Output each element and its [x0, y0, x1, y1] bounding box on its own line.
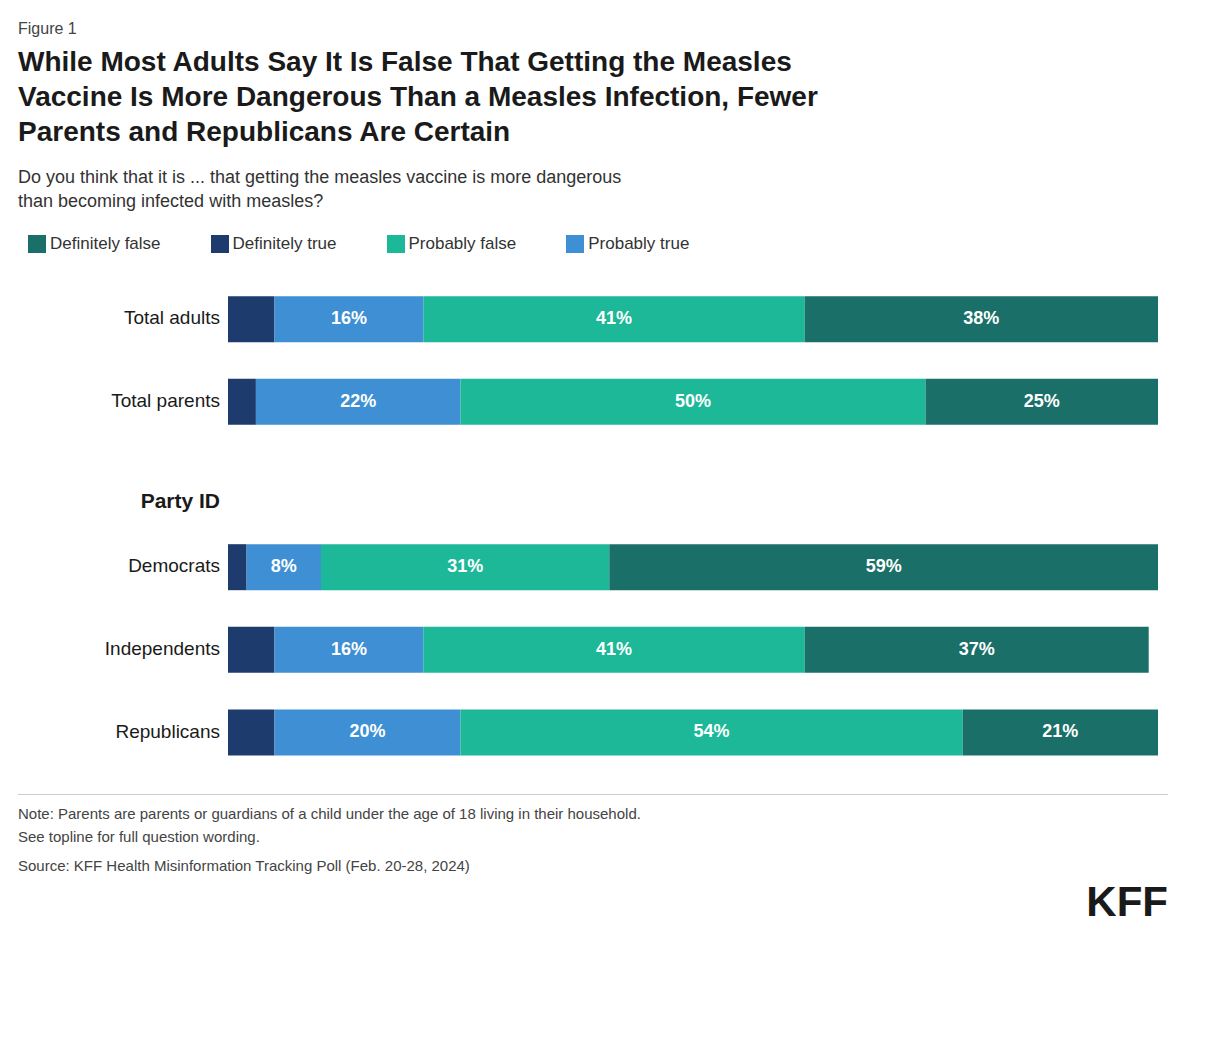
svg-text:Total parents: Total parents [111, 390, 220, 411]
html-text:Source: KFF Health Misinformat: Source: KFF Health Misinformation Tracki… [18, 856, 470, 874]
html-text:Probably false: Probably false [408, 233, 517, 253]
svg-text:16%: 16% [331, 308, 367, 328]
svg-text:41%: 41% [596, 638, 632, 658]
svg-text:59%: 59% [866, 556, 902, 576]
svg-text:20%: 20% [349, 721, 385, 741]
html-text:Definitely true: Definitely true [232, 233, 337, 253]
svg-text:50%: 50% [675, 390, 711, 410]
svg-text:Republicans: Republicans [115, 720, 220, 741]
svg-text:Total adults: Total adults [124, 307, 220, 328]
html-text:Do you think that it is ... th: Do you think that it is ... that getting… [18, 167, 622, 212]
svg-text:16%: 16% [331, 638, 367, 658]
svg-text:8%: 8% [271, 556, 297, 576]
svg-text:22%: 22% [340, 390, 376, 410]
svg-text:Democrats: Democrats [128, 555, 220, 576]
svg-text:Party ID: Party ID [141, 489, 220, 512]
html-text:Definitely false: Definitely false [50, 233, 161, 253]
svg-text:31%: 31% [447, 556, 483, 576]
svg-text:38%: 38% [963, 308, 999, 328]
svg-text:37%: 37% [959, 638, 995, 658]
html-text:See topline for full question: See topline for full question wording. [18, 827, 260, 845]
html-text:Probably true: Probably true [588, 233, 690, 253]
svg-text:21%: 21% [1042, 721, 1078, 741]
svg-text:54%: 54% [694, 721, 730, 741]
svg-text:25%: 25% [1024, 390, 1060, 410]
html-text:While Most Adults Say It Is Fa: While Most Adults Say It Is False That G… [18, 46, 818, 147]
svg-text:Independents: Independents [105, 638, 220, 659]
html-text:KFF: KFF [1086, 877, 1168, 925]
html-text:Note: Parents are parents or g: Note: Parents are parents or guardians o… [18, 804, 641, 822]
html-text:Figure 1: Figure 1 [18, 20, 77, 37]
svg-text:41%: 41% [596, 308, 632, 328]
